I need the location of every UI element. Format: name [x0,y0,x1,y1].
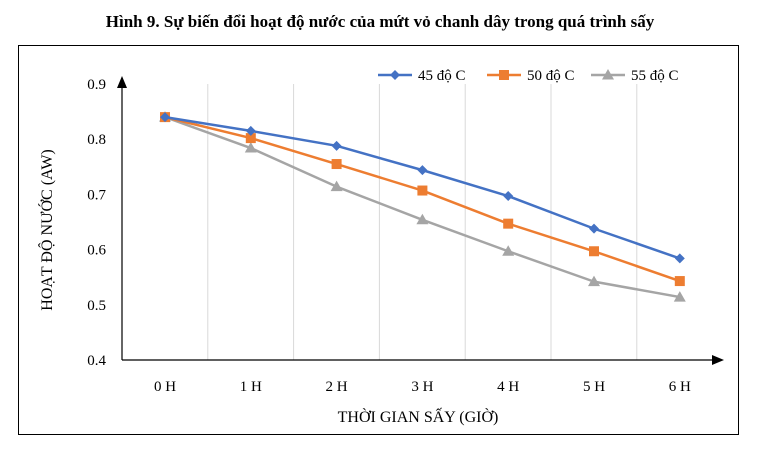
x-axis-arrow [712,355,724,365]
data-point [417,165,428,176]
x-axis-label: THỜI GIAN SẤY (GIỜ) [338,407,499,426]
chart-frame [18,45,739,435]
data-point [674,276,685,287]
series-line [164,115,681,283]
data-point [417,185,428,196]
y-tick-label: 0.7 [87,187,106,203]
x-tick-label: 0 H [154,379,176,395]
chart-title: Hình 9. Sự biến đổi hoạt độ nước của mứt… [105,12,655,31]
data-point [416,213,429,225]
data-point [330,180,343,192]
x-tick-label: 4 H [497,379,519,395]
series-line [164,115,681,299]
y-tick-label: 0.9 [87,77,106,93]
data-point [503,218,514,229]
data-point [673,291,686,302]
data-point [502,245,515,256]
y-tick-label: 0.8 [87,132,106,148]
x-tick-label: 2 H [326,379,348,395]
y-tick-label: 0.4 [87,353,106,369]
x-tick-label: 6 H [669,379,691,395]
data-point [331,159,342,170]
legend-marker [390,70,400,80]
y-tick-label: 0.6 [87,243,106,259]
data-point [245,133,256,144]
y-axis-label: HOẠT ĐỘ NƯỚC (AW) [37,149,56,310]
data-point [160,112,170,123]
x-tick-label: 1 H [240,379,262,395]
data-point [674,253,685,264]
data-point [245,125,256,136]
legend-marker [602,69,614,80]
data-point [503,191,514,202]
data-point [588,275,600,287]
legend-label: 55 độ C [631,68,679,84]
legend-label: 50 độ C [527,68,575,84]
x-tick-label: 3 H [411,379,433,395]
data-point [589,223,599,234]
legend-marker [499,70,509,80]
data-point [244,142,257,153]
data-point [589,246,599,257]
legend-label: 45 độ C [418,68,466,84]
y-axis-arrow [117,76,127,88]
y-tick-label: 0.5 [87,298,106,314]
x-tick-label: 5 H [583,379,605,395]
data-point [331,140,342,151]
